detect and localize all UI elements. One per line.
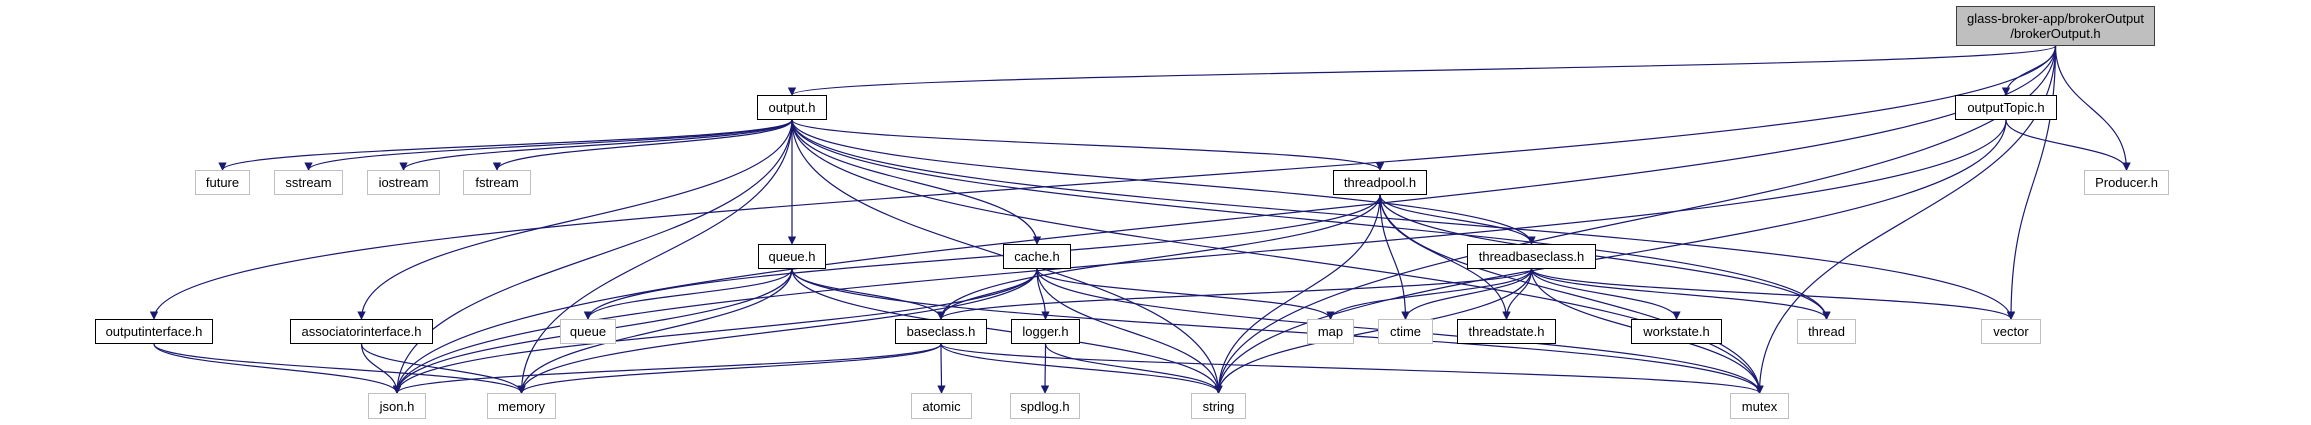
node-producer: Producer.h xyxy=(2084,170,2169,195)
edge-baseclass-to-mutex xyxy=(940,343,1764,394)
edge-queueh-to-queue xyxy=(583,268,793,320)
edge-output-to-future xyxy=(218,119,793,171)
node-baseclass[interactable]: baseclass.h xyxy=(895,319,987,344)
edge-threadbaseclass-to-thread xyxy=(1530,268,1831,320)
edge-threadpool-to-queue xyxy=(583,194,1381,320)
edge-threadpool-to-string xyxy=(1214,194,1381,394)
edge-threadpool-to-thread xyxy=(1379,194,1831,320)
node-threadpool[interactable]: threadpool.h xyxy=(1333,170,1427,195)
node-queue: queue xyxy=(560,319,616,344)
edge-output-to-threadpool xyxy=(791,119,1385,171)
edge-baseclass-to-memory xyxy=(517,343,942,394)
edge-output-to-associatorinterface xyxy=(357,119,793,320)
edge-output-to-sstream xyxy=(304,119,793,171)
edge-queueh-to-memory xyxy=(517,268,793,394)
node-threadstate[interactable]: threadstate.h xyxy=(1457,319,1556,344)
edge-root-to-json xyxy=(392,45,2057,394)
edge-threadbaseclass-to-string xyxy=(1214,268,1533,394)
node-sstream: sstream xyxy=(274,170,343,195)
edge-threadbaseclass-to-workstate xyxy=(1530,268,1681,320)
node-outputinterface[interactable]: outputinterface.h xyxy=(95,319,213,344)
edge-logger-to-spdlog xyxy=(1040,343,1050,394)
edge-threadpool-to-mutex xyxy=(1379,194,1764,394)
node-json: json.h xyxy=(368,393,426,419)
edge-queueh-to-string xyxy=(791,268,1223,394)
edge-root-to-outputinterface xyxy=(149,45,2057,320)
node-associatorinterface[interactable]: associatorinterface.h xyxy=(290,319,433,344)
edge-threadpool-to-baseclass xyxy=(936,194,1381,320)
edge-queueh-to-baseclass xyxy=(791,268,946,320)
node-future: future xyxy=(195,170,250,195)
edge-threadbaseclass-to-ctime xyxy=(1401,268,1533,320)
edge-output-to-thread xyxy=(791,119,1831,320)
edge-outputinterface-to-memory xyxy=(153,343,526,394)
edge-output-to-fstream xyxy=(492,119,793,171)
edge-root-to-vector xyxy=(2006,45,2057,320)
edge-associatorinterface-to-memory xyxy=(360,343,526,394)
node-thread: thread xyxy=(1797,319,1856,344)
edge-root-to-producer xyxy=(2054,45,2131,171)
edge-threadpool-to-threadbaseclass xyxy=(1379,194,1536,245)
edge-baseclass-to-string xyxy=(940,343,1223,394)
node-workstate[interactable]: workstate.h xyxy=(1631,319,1722,344)
edge-threadbaseclass-to-baseclass xyxy=(936,268,1533,320)
node-output[interactable]: output.h xyxy=(757,95,827,120)
edge-cache-to-map xyxy=(1036,268,1335,320)
edge-queueh-to-mutex xyxy=(791,268,1764,394)
node-queueh[interactable]: queue.h xyxy=(758,244,826,269)
node-logger[interactable]: logger.h xyxy=(1011,319,1080,344)
edge-outputTopic-to-string xyxy=(1214,119,2007,394)
node-ctime: ctime xyxy=(1378,319,1433,344)
node-atomic: atomic xyxy=(911,393,972,419)
node-string: string xyxy=(1191,393,1246,419)
edge-baseclass-to-atomic xyxy=(937,343,946,394)
edge-output-to-cache xyxy=(791,119,1042,245)
node-mutex: mutex xyxy=(1730,393,1789,419)
edge-output-to-threadbaseclass xyxy=(791,119,1536,245)
edge-associatorinterface-to-json xyxy=(360,343,402,394)
node-vector: vector xyxy=(1981,319,2041,344)
edge-output-to-json xyxy=(392,119,793,394)
node-map: map xyxy=(1307,319,1354,344)
node-iostream: iostream xyxy=(367,170,440,195)
edge-outputTopic-to-json xyxy=(392,119,2007,394)
edge-outputTopic-to-producer xyxy=(2005,119,2131,171)
node-memory: memory xyxy=(487,393,556,419)
edge-cache-to-baseclass xyxy=(936,268,1038,320)
edge-threadbaseclass-to-map xyxy=(1326,268,1533,320)
edge-outputinterface-to-json xyxy=(153,343,402,394)
node-threadbaseclass[interactable]: threadbaseclass.h xyxy=(1467,244,1596,269)
edge-output-to-iostream xyxy=(399,119,793,171)
node-fstream: fstream xyxy=(463,170,531,195)
node-spdlog: spdlog.h xyxy=(1010,393,1080,419)
node-root: glass-broker-app/brokerOutput /brokerOut… xyxy=(1956,6,2155,46)
node-outputTopic[interactable]: outputTopic.h xyxy=(1955,95,2057,120)
edge-output-to-vector xyxy=(791,119,2016,320)
edge-root-to-output xyxy=(788,45,2057,96)
edge-output-to-memory xyxy=(517,119,793,394)
edge-threadpool-to-ctime xyxy=(1379,194,1410,320)
node-cache[interactable]: cache.h xyxy=(1003,244,1071,269)
edge-cache-to-json xyxy=(392,268,1038,394)
edge-cache-to-string xyxy=(1036,268,1223,394)
edge-logger-to-string xyxy=(1044,343,1223,394)
edge-cache-to-memory xyxy=(517,268,1038,394)
edge-baseclass-to-json xyxy=(392,343,942,394)
edge-threadbaseclass-to-vector xyxy=(1530,268,2016,320)
